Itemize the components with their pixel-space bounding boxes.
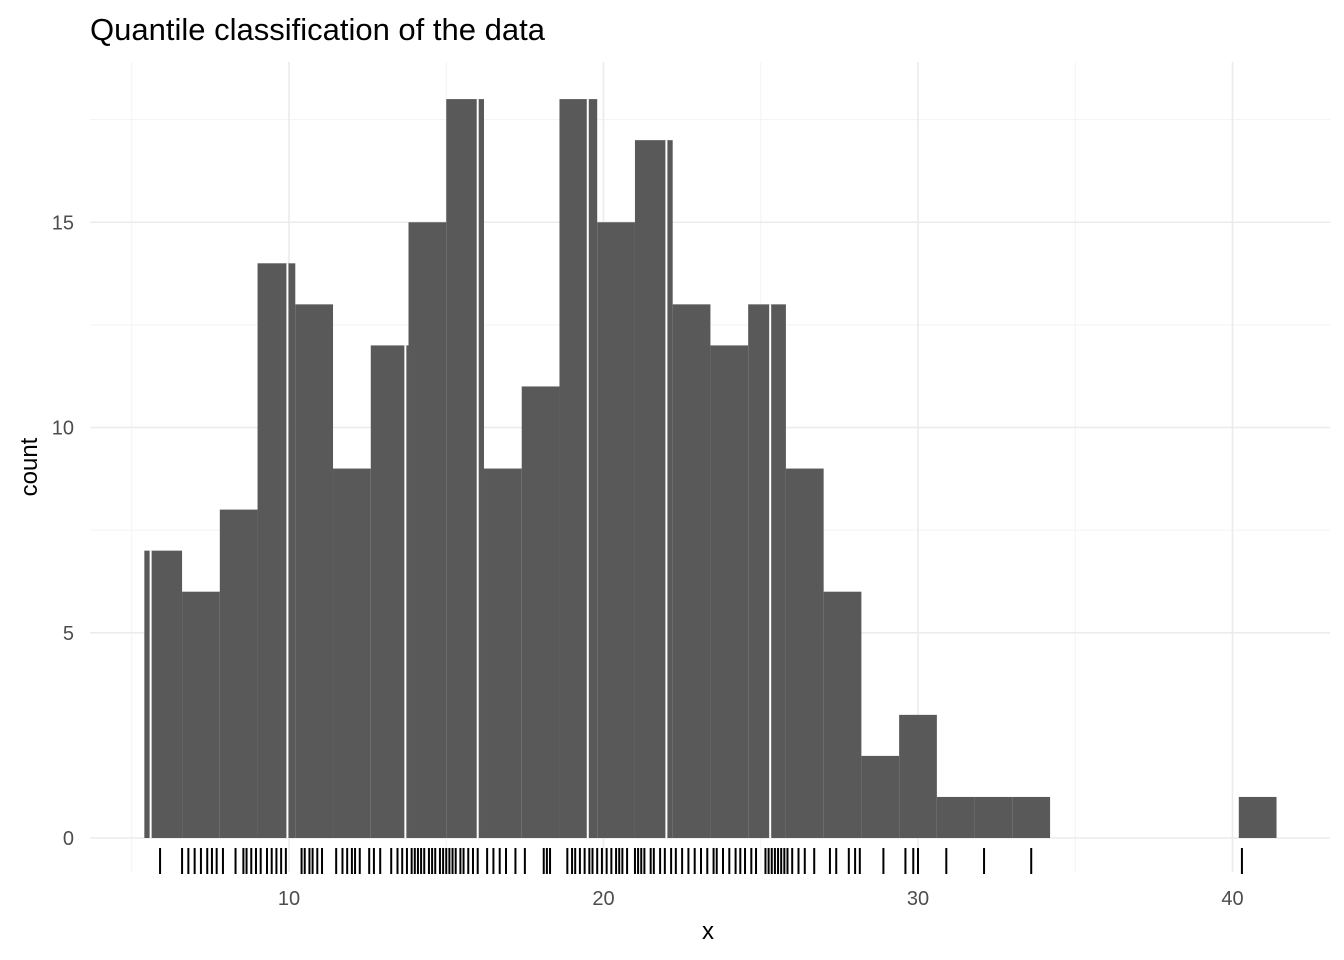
histogram-bar [1238,796,1277,838]
histogram-bar [823,591,862,838]
y-tick-label: 15 [52,212,74,234]
histogram-bar [710,345,749,838]
x-tick-label: 40 [1221,888,1243,910]
class-break-lines [149,99,772,838]
histogram-bar [408,222,447,838]
chart-title: Quantile classification of the data [90,12,546,47]
histogram-bar [333,468,371,838]
histogram-bar [748,304,786,839]
histogram-bar [295,304,334,839]
histogram-bar [483,468,522,838]
histogram-bar [785,468,824,838]
histogram-bar [370,345,409,838]
x-tick-label: 30 [907,888,929,910]
histogram-bar [861,755,900,838]
y-tick-label: 5 [63,623,74,645]
rug-ticks [159,848,1243,874]
y-axis-title: count [16,437,43,496]
histogram-bar [936,796,975,838]
histogram-bar [559,99,598,839]
y-tick-label: 10 [52,418,74,440]
x-tick-label: 20 [592,888,614,910]
y-tick-label: 0 [63,828,74,850]
histogram-bar [521,386,560,838]
histogram-bar [672,304,711,839]
x-axis-title: x [702,918,714,945]
histogram-bar [257,263,296,838]
x-tick-label: 10 [278,888,300,910]
x-axis-tick-labels: 10 20 30 40 [278,888,1244,910]
histogram-bar [1012,796,1051,838]
histogram-bar [219,509,258,838]
histogram-bar [182,591,220,838]
histogram-bar [899,714,937,838]
histogram-bars [144,99,1277,839]
histogram-bar [974,796,1013,838]
y-axis-tick-labels: 0 5 10 15 [52,212,74,850]
histogram-bar [597,222,635,838]
